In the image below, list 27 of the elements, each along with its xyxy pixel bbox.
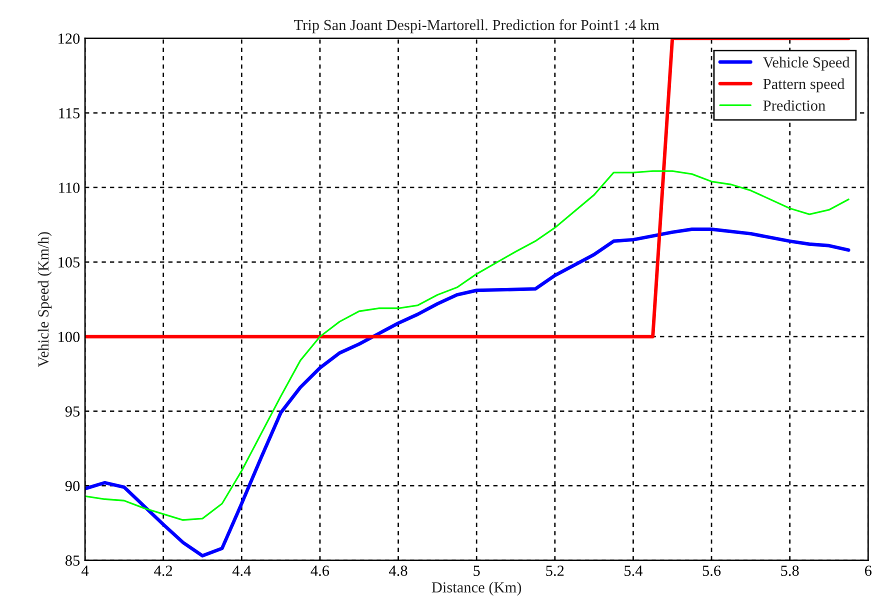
legend-label: Pattern speed bbox=[763, 78, 845, 92]
legend-label: Vehicle Speed bbox=[763, 56, 850, 71]
x-tick-label: 4.4 bbox=[232, 566, 251, 576]
x-tick-label: 6 bbox=[864, 566, 872, 576]
y-tick-label: 100 bbox=[58, 332, 80, 342]
y-tick-label: 110 bbox=[59, 182, 80, 193]
y-tick-label: 90 bbox=[65, 480, 80, 492]
x-tick-label: 5.6 bbox=[702, 566, 721, 576]
x-tick-label: 4.2 bbox=[154, 566, 172, 576]
y-tick-label: 105 bbox=[58, 257, 80, 268]
line-series bbox=[85, 170, 850, 521]
y-tick-label: 85 bbox=[65, 555, 80, 566]
y-tick-label: 120 bbox=[58, 34, 80, 44]
x-tick-label: 4 bbox=[82, 566, 89, 576]
x-tick-label: 4.8 bbox=[389, 566, 408, 576]
x-tick-label: 5.2 bbox=[546, 566, 564, 576]
x-tick-label: 4.6 bbox=[310, 566, 330, 576]
chart-title: Trip San Joant Despi-Martorell. Prediction for Point1 :4 km bbox=[294, 19, 660, 34]
y-axis-title: Vehicle Speed (Km/h) bbox=[38, 232, 52, 368]
legend-label: Prediction bbox=[763, 100, 826, 111]
x-tick-label: 5.8 bbox=[781, 566, 799, 576]
line-series bbox=[85, 228, 850, 558]
y-tick-label: 95 bbox=[65, 406, 80, 417]
x-tick-label: 5 bbox=[474, 566, 480, 576]
x-axis-title: Distance (Km) bbox=[432, 582, 522, 596]
y-tick-label: 115 bbox=[59, 108, 80, 118]
x-tick-label: 5.4 bbox=[624, 566, 643, 576]
